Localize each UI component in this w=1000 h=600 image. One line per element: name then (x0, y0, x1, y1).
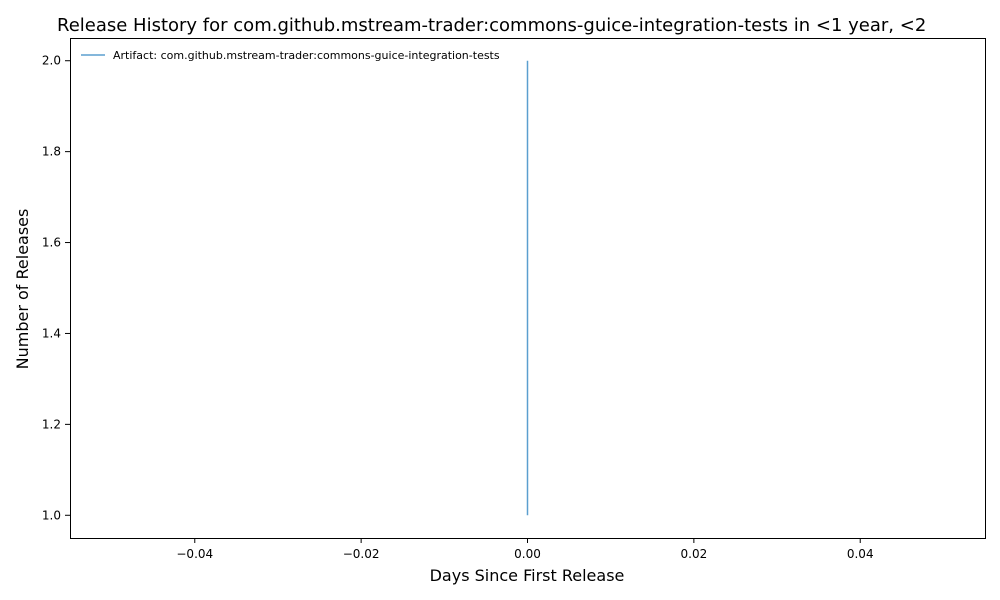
y-tick-label: 1.0 (42, 508, 61, 522)
y-tick-label: 1.2 (42, 417, 61, 431)
x-tick-label: 0.04 (847, 547, 874, 561)
legend-label: Artifact: com.github.mstream-trader:comm… (113, 49, 500, 62)
y-tick-label: 1.6 (42, 236, 61, 250)
y-tick-label: 2.0 (42, 54, 61, 68)
x-tick-label: 0.00 (514, 547, 541, 561)
x-tick-label: 0.02 (681, 547, 708, 561)
y-tick-label: 1.4 (42, 326, 61, 340)
x-tick-label: −0.04 (176, 547, 213, 561)
legend: Artifact: com.github.mstream-trader:comm… (81, 49, 500, 62)
y-axis-label: Number of Releases (13, 209, 32, 370)
y-axis: 1.0 1.2 1.4 1.6 1.8 2.0 (42, 54, 70, 522)
chart-title: Release History for com.github.mstream-t… (57, 15, 926, 36)
x-axis-label: Days Since First Release (430, 566, 625, 585)
y-tick-label: 1.8 (42, 145, 61, 159)
x-axis: −0.04 −0.02 0.00 0.02 0.04 (176, 538, 874, 561)
x-tick-label: −0.02 (343, 547, 380, 561)
